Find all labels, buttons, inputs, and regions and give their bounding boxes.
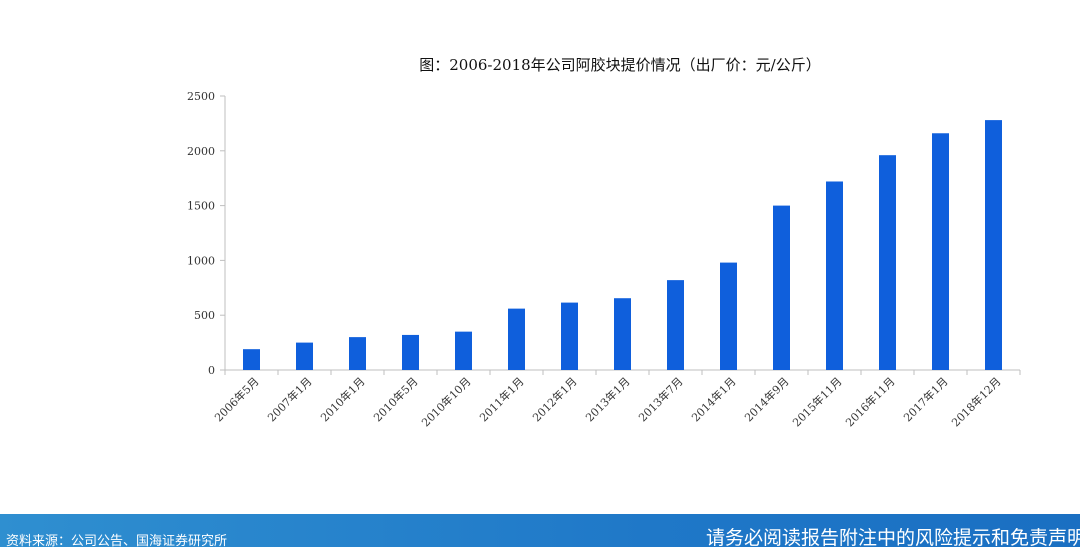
- bar: [826, 181, 843, 370]
- x-tick-label: 2014年1月: [688, 374, 738, 424]
- bar: [932, 133, 949, 370]
- y-tick-label: 500: [194, 309, 215, 322]
- y-tick-label: 0: [208, 364, 215, 377]
- bar: [614, 298, 631, 370]
- footer-bar: 资料来源：公司公告、国海证券研究所 请务必阅读报告附注中的风险提示和免责声明: [0, 514, 1080, 549]
- y-tick-label: 1000: [187, 254, 215, 267]
- x-tick-label: 2013年1月: [582, 374, 632, 424]
- x-tick-label: 2011年1月: [476, 374, 526, 424]
- bar: [402, 334, 419, 370]
- x-tick-label: 2007年1月: [264, 374, 314, 424]
- y-tick-label: 2500: [187, 90, 215, 103]
- x-tick-label: 2018年12月: [948, 374, 1003, 429]
- bar: [296, 342, 313, 370]
- bar: [243, 349, 260, 370]
- x-tick-label: 2017年1月: [900, 374, 950, 424]
- bar: [985, 120, 1002, 370]
- bar: [773, 205, 790, 370]
- bar: [455, 331, 472, 370]
- bar: [720, 262, 737, 370]
- x-tick-label: 2010年5月: [370, 374, 420, 424]
- bar: [667, 280, 684, 370]
- bar: [561, 302, 578, 370]
- bars: [243, 120, 1002, 370]
- x-tick-label: 2010年10月: [418, 374, 473, 429]
- chart-title: 图：2006-2018年公司阿胶块提价情况（出厂价：元/公斤）: [419, 56, 821, 74]
- bar: [508, 308, 525, 370]
- disclaimer-text: 请务必阅读报告附注中的风险提示和免责声明: [705, 527, 1080, 549]
- x-tick-label: 2015年11月: [789, 374, 844, 429]
- x-tick-label: 2014年9月: [741, 374, 791, 424]
- y-tick-label: 1500: [187, 200, 215, 213]
- y-tick-label: 2000: [187, 145, 215, 158]
- x-tick-label: 2013年7月: [635, 374, 685, 424]
- x-tick-label: 2016年11月: [842, 374, 897, 429]
- source-note: 资料来源：公司公告、国海证券研究所: [6, 534, 228, 549]
- x-tick-label: 2012年1月: [529, 374, 579, 424]
- x-tick-label: 2006年5月: [211, 374, 261, 424]
- bar: [349, 337, 366, 370]
- x-tick-label: 2010年1月: [317, 374, 367, 424]
- bar: [879, 155, 896, 370]
- y-axis: 0 500 1000 1500 2000 2500: [187, 90, 226, 377]
